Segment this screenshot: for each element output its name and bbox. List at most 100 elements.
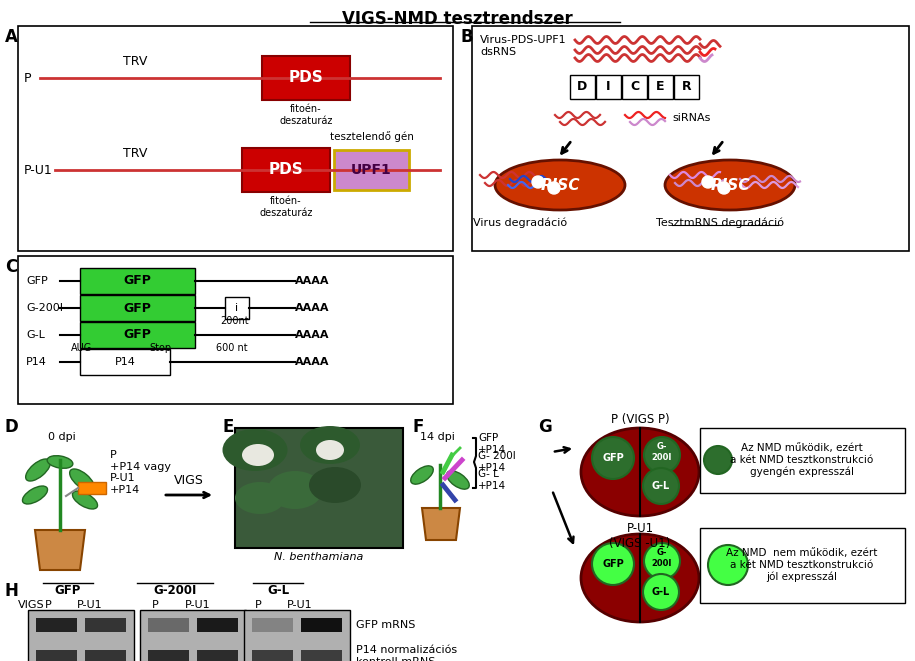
- Bar: [148, 618, 188, 632]
- Bar: [301, 650, 341, 661]
- Bar: [596, 75, 621, 99]
- Bar: [253, 650, 293, 661]
- Text: P-U1: P-U1: [77, 600, 102, 610]
- Bar: [235, 428, 403, 548]
- Text: Az NMD  nem működik, ezért
a két NMD tesztkonstrukció
jól expresszál: Az NMD nem működik, ezért a két NMD tesz…: [727, 548, 877, 582]
- Text: Virus degradáció: Virus degradáció: [473, 218, 567, 229]
- Bar: [80, 322, 195, 348]
- Text: siRNAs: siRNAs: [672, 113, 710, 123]
- Ellipse shape: [23, 486, 48, 504]
- Bar: [140, 610, 246, 661]
- Ellipse shape: [447, 471, 469, 489]
- Ellipse shape: [267, 471, 322, 509]
- Bar: [28, 610, 134, 661]
- Text: 200nt: 200nt: [220, 316, 249, 326]
- Text: AAAA: AAAA: [295, 276, 329, 286]
- Text: P
+P14 vagy
P-U1
+P14: P +P14 vagy P-U1 +P14: [110, 450, 171, 495]
- Bar: [674, 75, 699, 99]
- Circle shape: [644, 543, 680, 579]
- Text: P: P: [24, 71, 31, 85]
- Polygon shape: [35, 530, 85, 570]
- Text: C: C: [5, 258, 17, 276]
- Text: R: R: [682, 81, 692, 93]
- Text: G-200I: G-200I: [26, 303, 63, 313]
- Text: GFP: GFP: [602, 453, 624, 463]
- Text: P (VIGS P): P (VIGS P): [610, 413, 669, 426]
- Bar: [80, 268, 195, 294]
- Ellipse shape: [309, 467, 361, 503]
- Text: Virus-PDS-UPF1
dsRNS: Virus-PDS-UPF1 dsRNS: [480, 35, 566, 57]
- Bar: [148, 650, 188, 661]
- Text: GFP
+P14: GFP +P14: [478, 433, 506, 455]
- Text: VIGS-NMD tesztrendszer: VIGS-NMD tesztrendszer: [341, 10, 573, 28]
- Bar: [18, 26, 453, 251]
- Text: VIGS: VIGS: [174, 474, 204, 487]
- Text: F: F: [413, 418, 425, 436]
- Ellipse shape: [72, 491, 98, 509]
- Bar: [37, 650, 77, 661]
- Circle shape: [708, 545, 748, 585]
- Text: G-
200I: G- 200I: [651, 442, 673, 461]
- Text: GFP: GFP: [55, 584, 81, 597]
- Text: P14 normalizációs
kontroll mRNS: P14 normalizációs kontroll mRNS: [356, 645, 458, 661]
- Bar: [242, 148, 330, 192]
- Text: i: i: [235, 303, 239, 313]
- Ellipse shape: [242, 444, 274, 466]
- Ellipse shape: [316, 440, 344, 460]
- Text: AUG: AUG: [71, 343, 92, 353]
- Bar: [472, 26, 909, 251]
- Text: E: E: [222, 418, 233, 436]
- Text: B: B: [460, 28, 473, 46]
- Bar: [80, 349, 170, 375]
- Bar: [225, 297, 249, 319]
- Ellipse shape: [48, 455, 73, 469]
- Text: E: E: [656, 81, 665, 93]
- Text: A: A: [5, 28, 18, 46]
- Ellipse shape: [70, 469, 94, 491]
- Circle shape: [644, 437, 680, 473]
- Text: TRV: TRV: [123, 55, 147, 68]
- Polygon shape: [422, 508, 460, 540]
- Text: P: P: [254, 600, 262, 610]
- Text: TesztmRNS degradáció: TesztmRNS degradáció: [656, 218, 784, 229]
- Text: P14: P14: [114, 357, 135, 367]
- Text: PDS: PDS: [288, 71, 323, 85]
- Text: AAAA: AAAA: [295, 357, 329, 367]
- Text: G-L: G-L: [651, 481, 670, 491]
- Ellipse shape: [300, 426, 360, 464]
- Text: GFP: GFP: [602, 559, 624, 569]
- Circle shape: [643, 574, 679, 610]
- Ellipse shape: [222, 429, 287, 471]
- Text: PDS: PDS: [269, 163, 304, 178]
- Circle shape: [548, 182, 560, 194]
- Text: tesztelendő gén: tesztelendő gén: [329, 131, 414, 142]
- Bar: [85, 618, 125, 632]
- Text: G-L: G-L: [26, 330, 45, 340]
- Text: GFP: GFP: [123, 301, 151, 315]
- Text: VIGS: VIGS: [18, 600, 45, 610]
- Text: Stop: Stop: [149, 343, 171, 353]
- Text: 0 dpi: 0 dpi: [48, 432, 76, 442]
- Bar: [262, 56, 350, 100]
- Bar: [18, 256, 453, 404]
- Bar: [622, 75, 647, 99]
- Text: P-U1: P-U1: [24, 163, 53, 176]
- Ellipse shape: [665, 160, 795, 210]
- Text: 600 nt: 600 nt: [216, 343, 248, 353]
- Circle shape: [592, 543, 634, 585]
- Circle shape: [532, 176, 544, 188]
- Text: G- L
+P14: G- L +P14: [478, 469, 506, 491]
- Circle shape: [718, 182, 730, 194]
- Bar: [301, 618, 341, 632]
- Text: C: C: [630, 81, 639, 93]
- Bar: [648, 75, 673, 99]
- Circle shape: [704, 446, 732, 474]
- Text: P14: P14: [26, 357, 47, 367]
- Text: I: I: [607, 81, 610, 93]
- Ellipse shape: [235, 482, 285, 514]
- Bar: [198, 650, 238, 661]
- Ellipse shape: [581, 428, 699, 516]
- Bar: [85, 650, 125, 661]
- Circle shape: [702, 176, 714, 188]
- Bar: [244, 610, 350, 661]
